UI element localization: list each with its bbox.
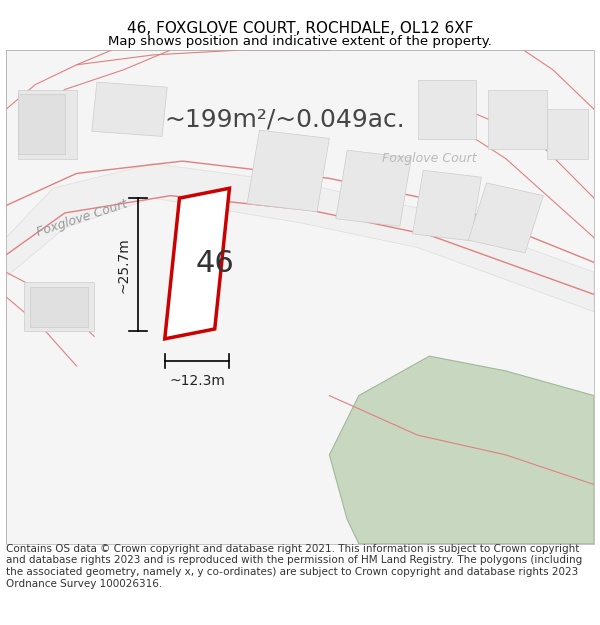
Polygon shape (6, 164, 594, 312)
Text: Foxglove Court: Foxglove Court (382, 152, 476, 165)
Polygon shape (23, 282, 94, 331)
Polygon shape (468, 183, 544, 253)
Polygon shape (29, 287, 88, 326)
Polygon shape (418, 79, 476, 139)
Text: 46: 46 (196, 249, 234, 278)
Polygon shape (18, 89, 77, 159)
Text: 46, FOXGLOVE COURT, ROCHDALE, OL12 6XF: 46, FOXGLOVE COURT, ROCHDALE, OL12 6XF (127, 21, 473, 36)
Polygon shape (165, 188, 229, 339)
Polygon shape (92, 82, 167, 136)
Polygon shape (413, 171, 481, 241)
Text: ~25.7m: ~25.7m (116, 237, 131, 292)
Polygon shape (329, 356, 594, 544)
Text: ~199m²/~0.049ac.: ~199m²/~0.049ac. (165, 107, 406, 131)
Polygon shape (488, 89, 547, 149)
Text: Map shows position and indicative extent of the property.: Map shows position and indicative extent… (108, 36, 492, 48)
FancyBboxPatch shape (6, 50, 594, 544)
Polygon shape (18, 94, 65, 154)
Polygon shape (336, 150, 411, 226)
Text: ~12.3m: ~12.3m (169, 374, 225, 388)
Text: Contains OS data © Crown copyright and database right 2021. This information is : Contains OS data © Crown copyright and d… (6, 544, 582, 589)
Polygon shape (547, 109, 588, 159)
Polygon shape (247, 130, 329, 212)
Text: Foxglove Court: Foxglove Court (35, 197, 130, 239)
